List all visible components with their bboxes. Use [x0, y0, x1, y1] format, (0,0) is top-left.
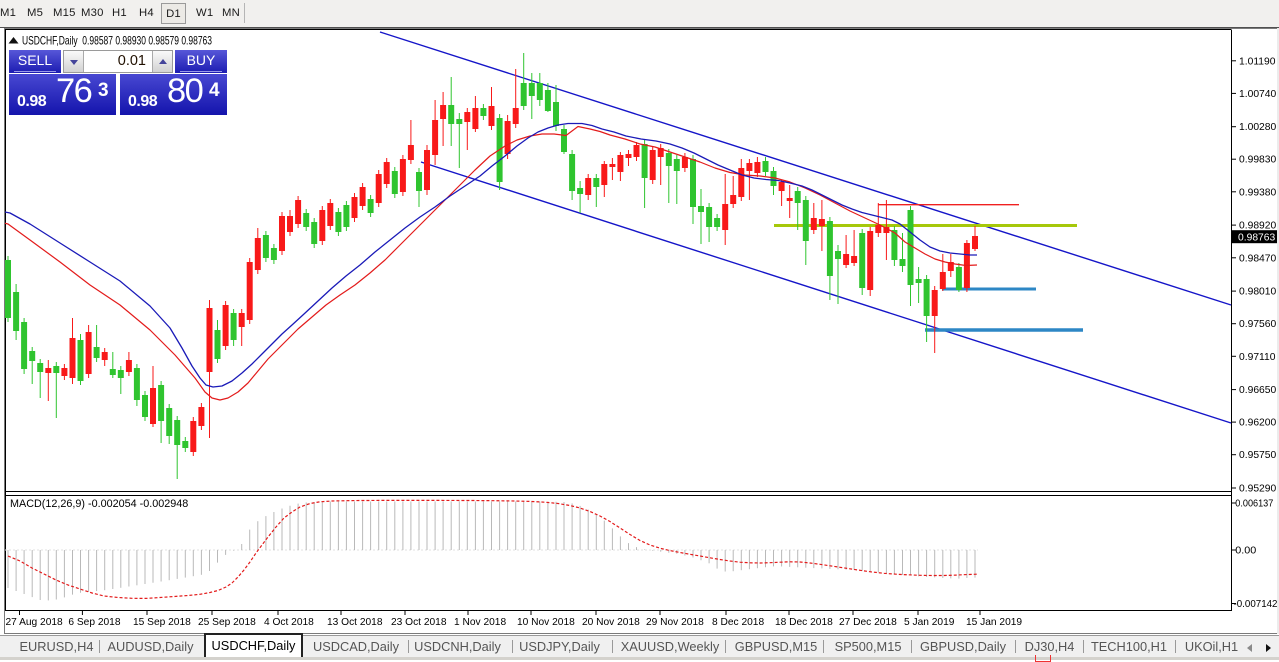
svg-text:USDCHF,Daily 0.98587 0.98930: USDCHF,Daily 0.98587 0.98930 0.98579 0.9…	[22, 34, 212, 48]
svg-text:6 Sep 2018: 6 Sep 2018	[68, 617, 120, 628]
svg-text:1 Nov 2018: 1 Nov 2018	[454, 617, 506, 628]
svg-text:20 Nov 2018: 20 Nov 2018	[582, 617, 640, 628]
svg-text:0.97110: 0.97110	[1239, 352, 1276, 363]
svg-text:0.99380: 0.99380	[1239, 187, 1276, 198]
svg-text:27 Aug 2018: 27 Aug 2018	[6, 617, 64, 628]
svg-text:1.00740: 1.00740	[1239, 89, 1276, 100]
svg-text:0.00: 0.00	[1235, 546, 1256, 557]
svg-text:0.98010: 0.98010	[1239, 287, 1276, 298]
svg-text:23 Oct 2018: 23 Oct 2018	[391, 617, 447, 628]
svg-text:0.97560: 0.97560	[1239, 319, 1276, 330]
svg-text:0.98763: 0.98763	[1238, 233, 1275, 244]
svg-text:29 Nov 2018: 29 Nov 2018	[646, 617, 704, 628]
svg-text:13 Oct 2018: 13 Oct 2018	[327, 617, 383, 628]
svg-text:1.01190: 1.01190	[1239, 56, 1276, 67]
svg-text:18 Dec 2018: 18 Dec 2018	[775, 617, 833, 628]
svg-text:0.006137: 0.006137	[1235, 499, 1273, 510]
svg-text:10 Nov 2018: 10 Nov 2018	[517, 617, 575, 628]
svg-text:MACD(12,26,9) -0.002054 -0.002: MACD(12,26,9) -0.002054 -0.002948	[10, 498, 188, 510]
svg-text:0.98470: 0.98470	[1239, 253, 1276, 264]
svg-text:15 Jan 2019: 15 Jan 2019	[966, 617, 1022, 628]
svg-text:0.96200: 0.96200	[1239, 418, 1276, 429]
svg-text:0.98920: 0.98920	[1239, 221, 1276, 232]
svg-text:4 Oct 2018: 4 Oct 2018	[264, 617, 314, 628]
svg-text:15 Sep 2018: 15 Sep 2018	[133, 617, 191, 628]
svg-text:8 Dec 2018: 8 Dec 2018	[712, 617, 764, 628]
svg-text:5 Jan 2019: 5 Jan 2019	[904, 617, 955, 628]
svg-text:27 Dec 2018: 27 Dec 2018	[839, 617, 897, 628]
svg-text:0.96650: 0.96650	[1239, 385, 1276, 396]
svg-text:1.00280: 1.00280	[1239, 122, 1276, 133]
svg-text:25 Sep 2018: 25 Sep 2018	[198, 617, 256, 628]
svg-text:-0.007142: -0.007142	[1234, 599, 1278, 610]
svg-text:0.95290: 0.95290	[1239, 484, 1276, 495]
svg-text:0.95750: 0.95750	[1239, 450, 1276, 461]
svg-text:0.99830: 0.99830	[1239, 155, 1276, 166]
